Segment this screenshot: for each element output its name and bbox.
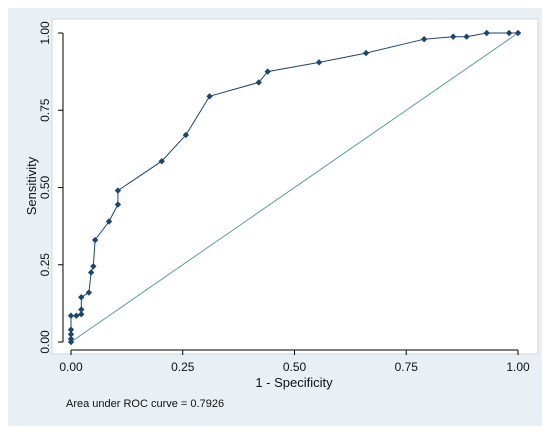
- y-tick-label: 0.25: [38, 253, 52, 277]
- reference-line-layer: [70, 32, 519, 343]
- roc-point: [420, 35, 428, 43]
- x-tick-label: 1.00: [506, 360, 530, 374]
- roc-point: [315, 59, 323, 66]
- roc-marker-layer: [67, 29, 522, 346]
- y-tick-label: 0.75: [38, 98, 52, 122]
- roc-point: [514, 29, 522, 37]
- roc-point: [264, 68, 271, 75]
- y-tick-label: 0.00: [38, 330, 52, 354]
- roc-point: [67, 312, 75, 319]
- x-tick-label: 0.25: [171, 360, 195, 374]
- reference-line: [70, 32, 519, 343]
- roc-point: [449, 33, 457, 40]
- roc-point: [182, 131, 190, 139]
- x-tick-label: 0.75: [395, 360, 419, 374]
- roc-point: [90, 263, 97, 270]
- roc-point: [67, 331, 75, 338]
- roc-point: [505, 29, 513, 37]
- roc-point: [78, 306, 85, 313]
- roc-point: [463, 33, 470, 40]
- roc-point: [73, 312, 80, 319]
- roc-point: [206, 93, 213, 100]
- roc-point: [87, 269, 95, 276]
- x-axis-title: 1 - Specificity: [255, 375, 333, 390]
- roc-point: [362, 49, 370, 57]
- x-tick-label: 0.50: [283, 360, 307, 374]
- auc-note: Area under ROC curve = 0.7926: [66, 398, 224, 410]
- x-tick-label: 0.00: [59, 360, 83, 374]
- roc-point: [114, 187, 122, 194]
- roc-point: [158, 158, 165, 165]
- y-axis: 0.00 0.25 0.50 0.75 1.00: [38, 21, 64, 354]
- roc-point: [483, 29, 490, 37]
- y-tick-label: 1.00: [38, 21, 52, 45]
- roc-point: [67, 335, 75, 343]
- roc-point: [85, 289, 93, 296]
- roc-point: [91, 236, 99, 244]
- roc-point: [105, 218, 113, 225]
- x-axis: 0.00 0.25 0.50 0.75 1.00: [59, 349, 530, 374]
- roc-point: [255, 79, 262, 86]
- y-tick-label: 0.50: [38, 175, 52, 199]
- roc-point: [78, 293, 85, 301]
- y-axis-title: Sensitivity: [24, 156, 39, 215]
- roc-point: [78, 310, 85, 318]
- roc-point: [114, 201, 122, 208]
- roc-point: [67, 326, 75, 333]
